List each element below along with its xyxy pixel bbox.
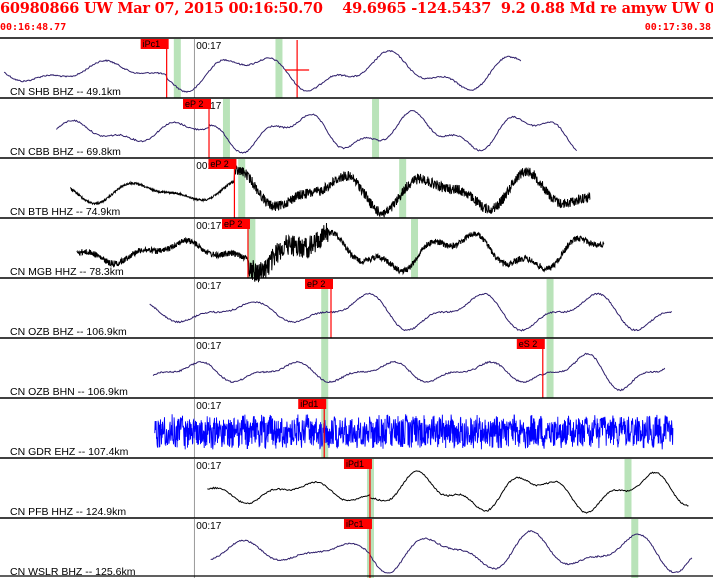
phase-pick-label: eS 2 — [519, 339, 538, 349]
station-label: CN SHB BHZ -- 49.1km — [10, 86, 121, 98]
phase-pick-box — [516, 339, 545, 349]
station-label: CN CBB BHZ -- 69.8km — [10, 146, 121, 158]
station-label: CN PFB HHZ -- 124.9km — [10, 506, 126, 518]
waveform-trace — [56, 110, 578, 154]
minute-tick-label: 00:17 — [196, 221, 221, 232]
waveform-trace — [149, 292, 672, 332]
window-end-time: 00:17:30.38 — [644, 22, 711, 33]
waveform-trace — [3, 50, 522, 93]
theoretical-arrival-marker — [372, 99, 380, 158]
trace-panel-5: 00:17 eP 2 CN OZB BHZ -- 106.9km — [0, 277, 713, 338]
station-label: CN GDR EHZ -- 107.4km — [10, 446, 129, 458]
minute-tick-label: 00:17 — [196, 521, 221, 532]
theoretical-arrival-marker — [275, 39, 283, 98]
trace-panel-6: 00:17 eS 2 CN OZB BHN -- 106.9km — [0, 337, 713, 398]
minute-tick-label: 00:17 — [196, 401, 221, 412]
trace-panel-8: 00:17 iPd1 CN PFB HHZ -- 124.9km — [0, 457, 713, 518]
waveform-trace — [154, 414, 674, 450]
minute-tick-label: 00:17 — [196, 341, 221, 352]
phase-pick-label: iPd1 — [346, 459, 364, 469]
waveform-trace — [76, 222, 605, 283]
minute-tick-label: 00:17 — [196, 461, 221, 472]
trace-panel-4: 00:17 eP 2 CN MGB HHZ -- 78.3km — [0, 217, 713, 283]
trace-panel-1: 00:17 iPc1 CN SHB BHZ -- 49.1km — [0, 37, 713, 98]
phase-pick-box — [208, 159, 237, 169]
trace-panel-9: 00:17 iPc1 CN WSLR BHZ -- 125.6km — [0, 517, 713, 578]
phase-pick-label: iPc1 — [143, 39, 161, 49]
phase-pick-box — [343, 459, 372, 469]
theoretical-arrival-marker — [238, 159, 246, 218]
window-start-time: 00:16:48.77 — [0, 22, 67, 33]
theoretical-arrival-marker — [546, 279, 554, 338]
minute-tick-label: 00:17 — [196, 281, 221, 292]
minute-tick-label: 00:17 — [196, 41, 221, 52]
phase-pick-box — [305, 279, 334, 289]
station-label: CN BTB HHZ -- 74.9km — [10, 206, 121, 218]
phase-pick-label: iPd1 — [300, 399, 318, 409]
waveform-trace — [210, 530, 693, 574]
station-label: CN OZB BHN -- 106.9km — [10, 386, 128, 398]
theoretical-arrival-marker — [173, 39, 181, 98]
waveform-trace — [69, 165, 591, 218]
station-label: CN WSLR BHZ -- 125.6km — [10, 566, 136, 578]
phase-pick-box — [183, 99, 212, 109]
phase-pick-label: eP 2 — [224, 219, 242, 229]
phase-pick-label: iPc1 — [346, 519, 364, 529]
theoretical-arrival-marker — [631, 519, 639, 578]
theoretical-arrival-marker — [624, 459, 632, 518]
theoretical-arrival-marker — [248, 219, 256, 278]
phase-pick-label: eP 2 — [210, 159, 228, 169]
event-header: 60980866 UW Mar 07, 2015 00:16:50.70 49.… — [0, 0, 713, 17]
trace-panel-7: 00:17 iPd1 CN GDR EHZ -- 107.4km — [0, 397, 713, 458]
phase-pick-label: eP 2 — [307, 279, 325, 289]
station-label: CN OZB BHZ -- 106.9km — [10, 326, 127, 338]
waveform-trace — [152, 352, 666, 392]
phase-pick-box — [140, 39, 169, 49]
theoretical-arrival-marker — [321, 339, 329, 398]
phase-pick-box — [221, 219, 250, 229]
phase-pick-box — [343, 519, 372, 529]
theoretical-arrival-marker — [321, 279, 329, 338]
phase-pick-box — [298, 399, 327, 409]
waveform-trace — [207, 470, 689, 514]
theoretical-arrival-marker — [222, 99, 230, 158]
phase-pick-label: eP 2 — [185, 99, 203, 109]
theoretical-arrival-marker — [411, 219, 419, 278]
theoretical-arrival-marker — [546, 339, 554, 398]
station-label: CN MGB HHZ -- 78.3km — [10, 266, 124, 278]
